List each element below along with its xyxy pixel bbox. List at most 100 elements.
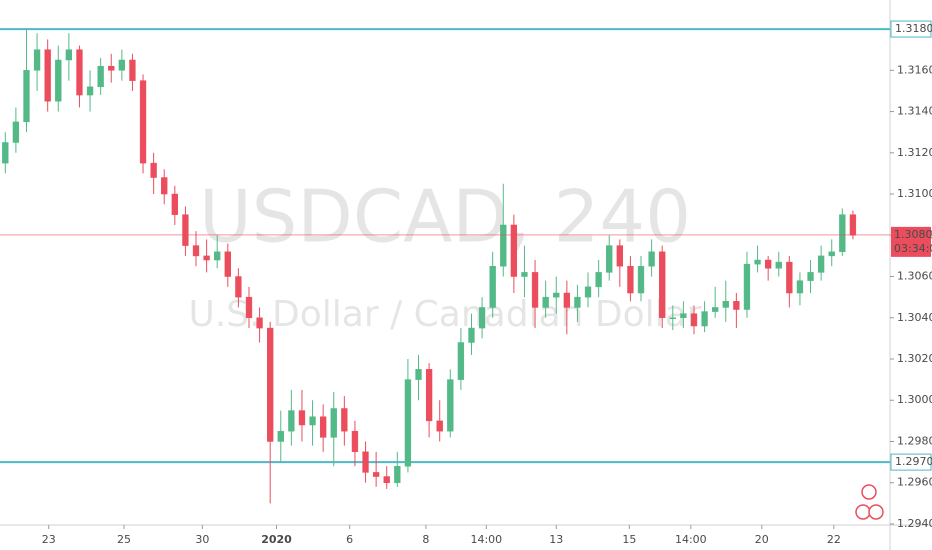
x-tick-label: 15	[622, 533, 636, 546]
candle-body	[203, 255, 210, 261]
candle-body	[150, 162, 157, 178]
candle-body	[86, 86, 94, 96]
y-tick-label: 1.29800	[897, 434, 932, 447]
x-tick-label: 2020	[261, 533, 292, 546]
candle-body	[616, 245, 623, 267]
candle-body	[648, 251, 655, 267]
candle-body	[775, 261, 782, 269]
candle-body	[245, 296, 253, 319]
candle-body	[595, 272, 602, 288]
candle-body	[764, 259, 772, 269]
candle-body	[786, 261, 793, 294]
countdown-label: 03:34:03	[894, 242, 932, 255]
candle-body	[849, 214, 857, 236]
y-tick-label: 1.31600	[897, 63, 932, 76]
x-tick-label: 14:00	[470, 533, 502, 546]
candle-body	[701, 311, 708, 327]
candle-body	[521, 272, 528, 277]
x-tick-label: 8	[422, 533, 429, 546]
y-tick-label: 1.30400	[897, 311, 932, 324]
candle-body	[500, 224, 507, 267]
level-label: 1.31800	[895, 22, 932, 35]
y-tick-label: 1.29600	[897, 476, 932, 489]
candle-body	[807, 272, 814, 281]
candle-body	[828, 251, 835, 257]
candle-body	[531, 272, 539, 308]
candle-body	[288, 410, 295, 432]
last-price-label: 1.30802	[894, 228, 932, 241]
candle-body	[425, 369, 433, 422]
logo	[855, 484, 884, 520]
candle-body	[182, 214, 189, 246]
y-tick-label: 1.31200	[897, 146, 932, 159]
candle-body	[839, 214, 846, 253]
candle-body	[722, 301, 729, 308]
candle-body	[33, 49, 41, 71]
candle-body	[192, 245, 200, 257]
candle-body	[712, 307, 719, 312]
y-tick-label: 1.30200	[897, 352, 932, 365]
candle-body	[404, 379, 412, 467]
candle-body	[754, 259, 761, 265]
level-label: 1.29700	[895, 455, 932, 468]
candle-body	[319, 416, 327, 438]
candle-body	[362, 451, 369, 473]
level-label-box	[890, 453, 932, 471]
y-tick-label: 1.29400	[897, 517, 932, 530]
x-tick-label: 14:00	[675, 533, 707, 546]
candle-body	[796, 280, 804, 294]
x-tick-label: 23	[42, 533, 56, 546]
candle-body	[553, 292, 560, 298]
candle-body	[383, 476, 390, 483]
x-tick-label: 20	[755, 533, 769, 546]
y-tick-label: 1.30000	[897, 393, 932, 406]
candle-body	[743, 263, 751, 310]
candle-body	[659, 251, 666, 319]
x-tick-label: 13	[549, 533, 563, 546]
candle-body	[55, 59, 62, 102]
candle-body	[298, 410, 306, 426]
candle-body	[468, 327, 475, 343]
candle-body	[563, 292, 571, 308]
candle-body	[139, 80, 147, 164]
candle-body	[680, 313, 687, 319]
candle-body	[690, 313, 698, 327]
candle-body	[12, 121, 20, 143]
candle-body	[65, 49, 73, 61]
candle-body	[118, 59, 126, 71]
candle-body	[256, 317, 263, 329]
x-tick-label: 25	[117, 533, 131, 546]
candle-body	[44, 49, 51, 102]
y-tick-label: 1.30600	[897, 270, 932, 283]
candle-body	[224, 251, 231, 277]
x-tick-label: 30	[195, 533, 209, 546]
candle-body	[161, 177, 168, 195]
candle-body	[129, 59, 136, 81]
candle-body	[97, 65, 104, 88]
candle-body	[817, 255, 825, 273]
candle-body	[489, 265, 496, 308]
candle-body	[606, 245, 613, 273]
candle-body	[447, 379, 454, 432]
x-tick-label: 6	[346, 533, 353, 546]
candle-body	[733, 301, 740, 310]
y-tick-label: 1.31400	[897, 105, 932, 118]
candle-body	[309, 416, 316, 426]
candle-body	[171, 193, 178, 215]
candle-body	[372, 472, 380, 477]
candle-body	[108, 65, 115, 71]
candle-body	[637, 265, 645, 294]
candle-body	[574, 296, 581, 308]
candle-body	[235, 276, 242, 298]
candle-body	[394, 465, 401, 483]
last-price-box	[891, 226, 931, 257]
candle-body	[415, 369, 422, 380]
candle-body	[2, 142, 9, 164]
candle-body	[584, 286, 592, 298]
level-label-box	[890, 20, 932, 38]
candle-body	[510, 224, 518, 277]
candle-body	[330, 408, 337, 438]
candle-body	[542, 296, 549, 308]
watermark-description: U.S. Dollar / Canadian Dollar	[188, 294, 701, 335]
